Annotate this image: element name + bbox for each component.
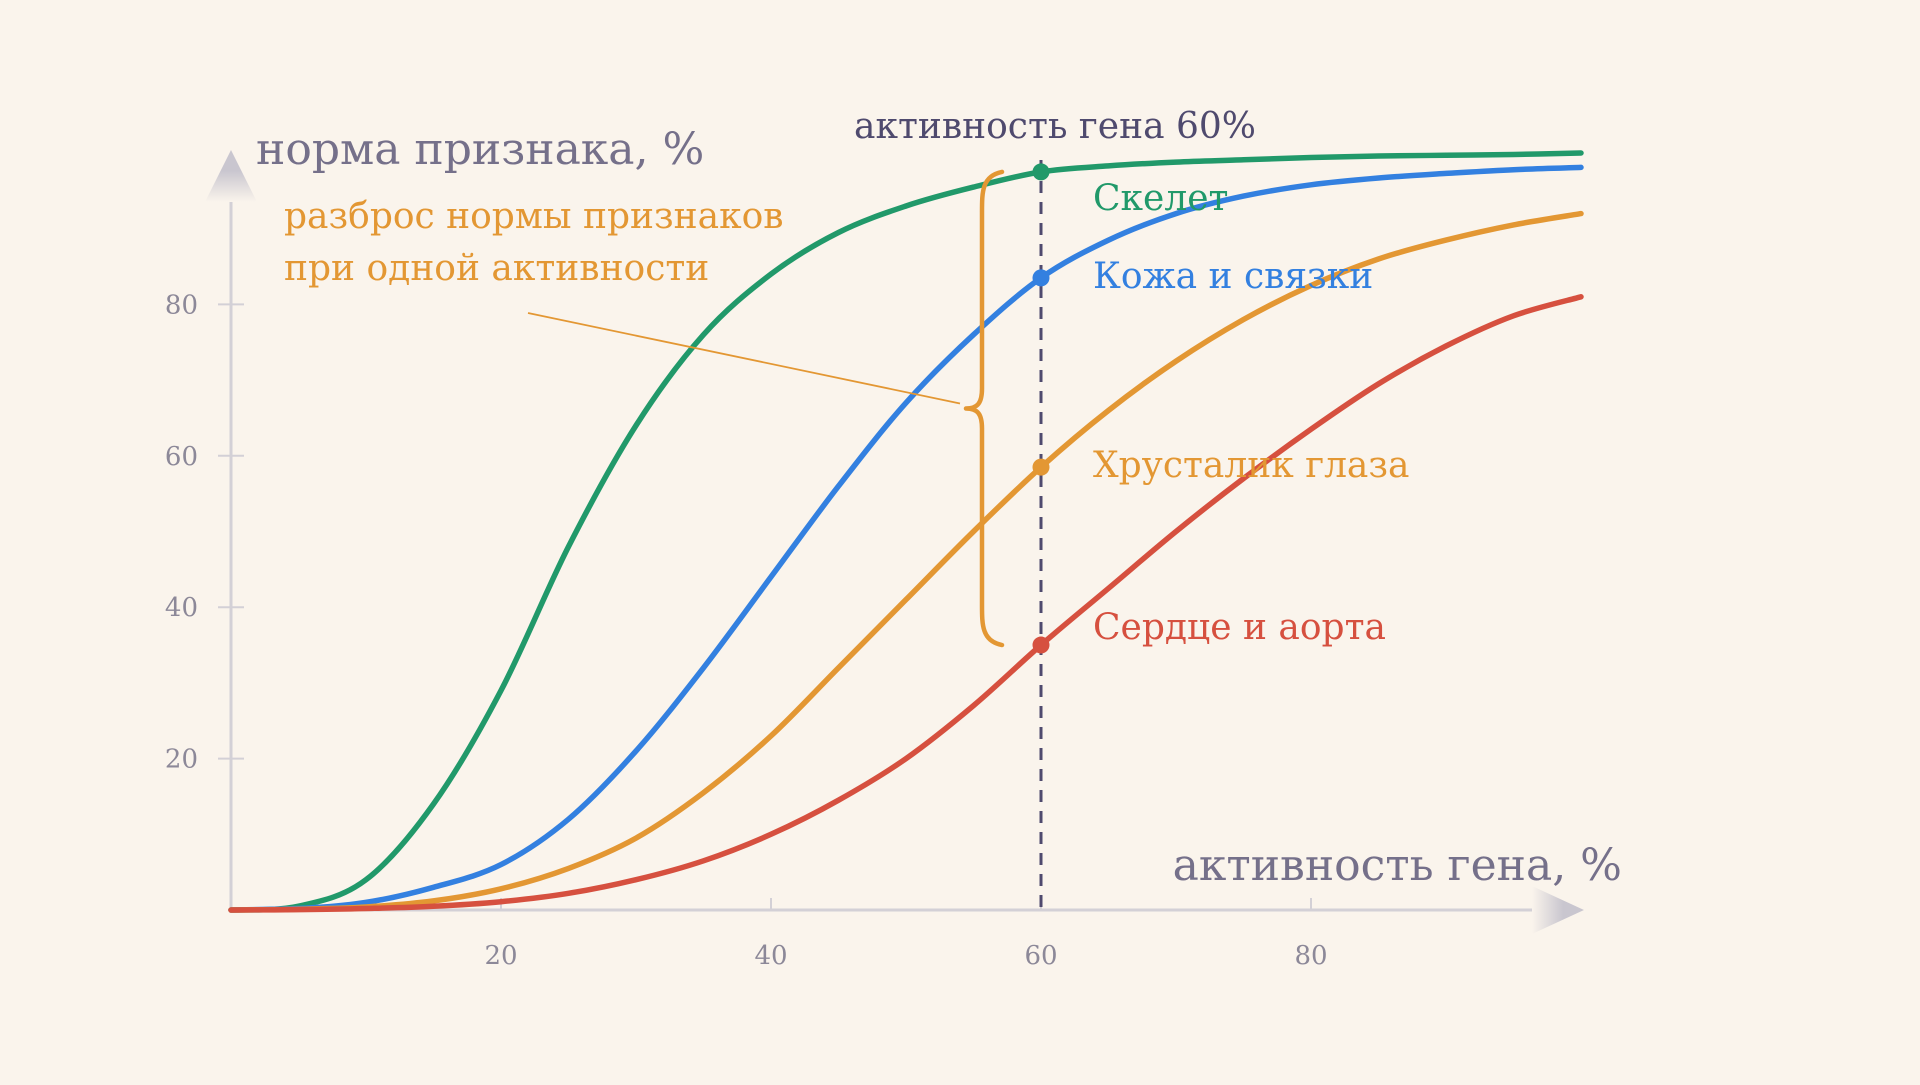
series-point-3 (1032, 636, 1050, 654)
x-tick-label: 60 (1024, 941, 1057, 971)
y-axis-title: норма признака, % (256, 124, 704, 175)
marker-layer: активность гена 60% (854, 106, 1256, 910)
series-label-3: Сердце и аорта (1093, 607, 1386, 648)
marker-line-label: активность гена 60% (854, 106, 1256, 147)
y-tick-label: 20 (165, 745, 198, 775)
x-tick-label: 40 (754, 941, 787, 971)
label-layer: Скелет Кожа и связки Хрусталик глаза Сердце… (1093, 178, 1410, 648)
y-tick-label: 40 (165, 593, 198, 623)
series-label-2: Хрусталик глаза (1093, 445, 1410, 486)
series-label-0: Скелет (1093, 178, 1228, 219)
x-tick-label: 80 (1294, 941, 1327, 971)
series-layer (228, 150, 1584, 913)
y-axis-arrowhead (205, 150, 257, 202)
series-line-0 (228, 150, 1584, 913)
annotation-text-line: при одной активности (284, 248, 709, 289)
x-tick-label: 20 (484, 941, 517, 971)
axes-layer: 20 40 60 80 20 40 60 80 активность гена, % норма … (165, 124, 1622, 971)
y-tick-label: 60 (165, 442, 198, 472)
annotation-leader-line (527, 312, 961, 405)
series-line-1 (228, 164, 1584, 913)
x-axis-arrowhead (1532, 886, 1584, 934)
x-axis-title: активность гена, % (1173, 840, 1622, 891)
series-point-1 (1032, 269, 1050, 287)
annotation-brace (963, 169, 1005, 648)
series-label-1: Кожа и связки (1093, 256, 1373, 297)
annotation-text-line: разброс нормы признаков (284, 196, 784, 237)
annotation-layer: разброс нормы признаков при одной активно… (284, 169, 1005, 648)
series-line-3 (228, 294, 1584, 913)
y-tick-label: 80 (165, 290, 198, 320)
series-line-2 (228, 210, 1584, 913)
annotation-text: разброс нормы признаков при одной активно… (284, 196, 784, 289)
series-point-0 (1032, 163, 1050, 181)
series-point-2 (1032, 458, 1050, 476)
